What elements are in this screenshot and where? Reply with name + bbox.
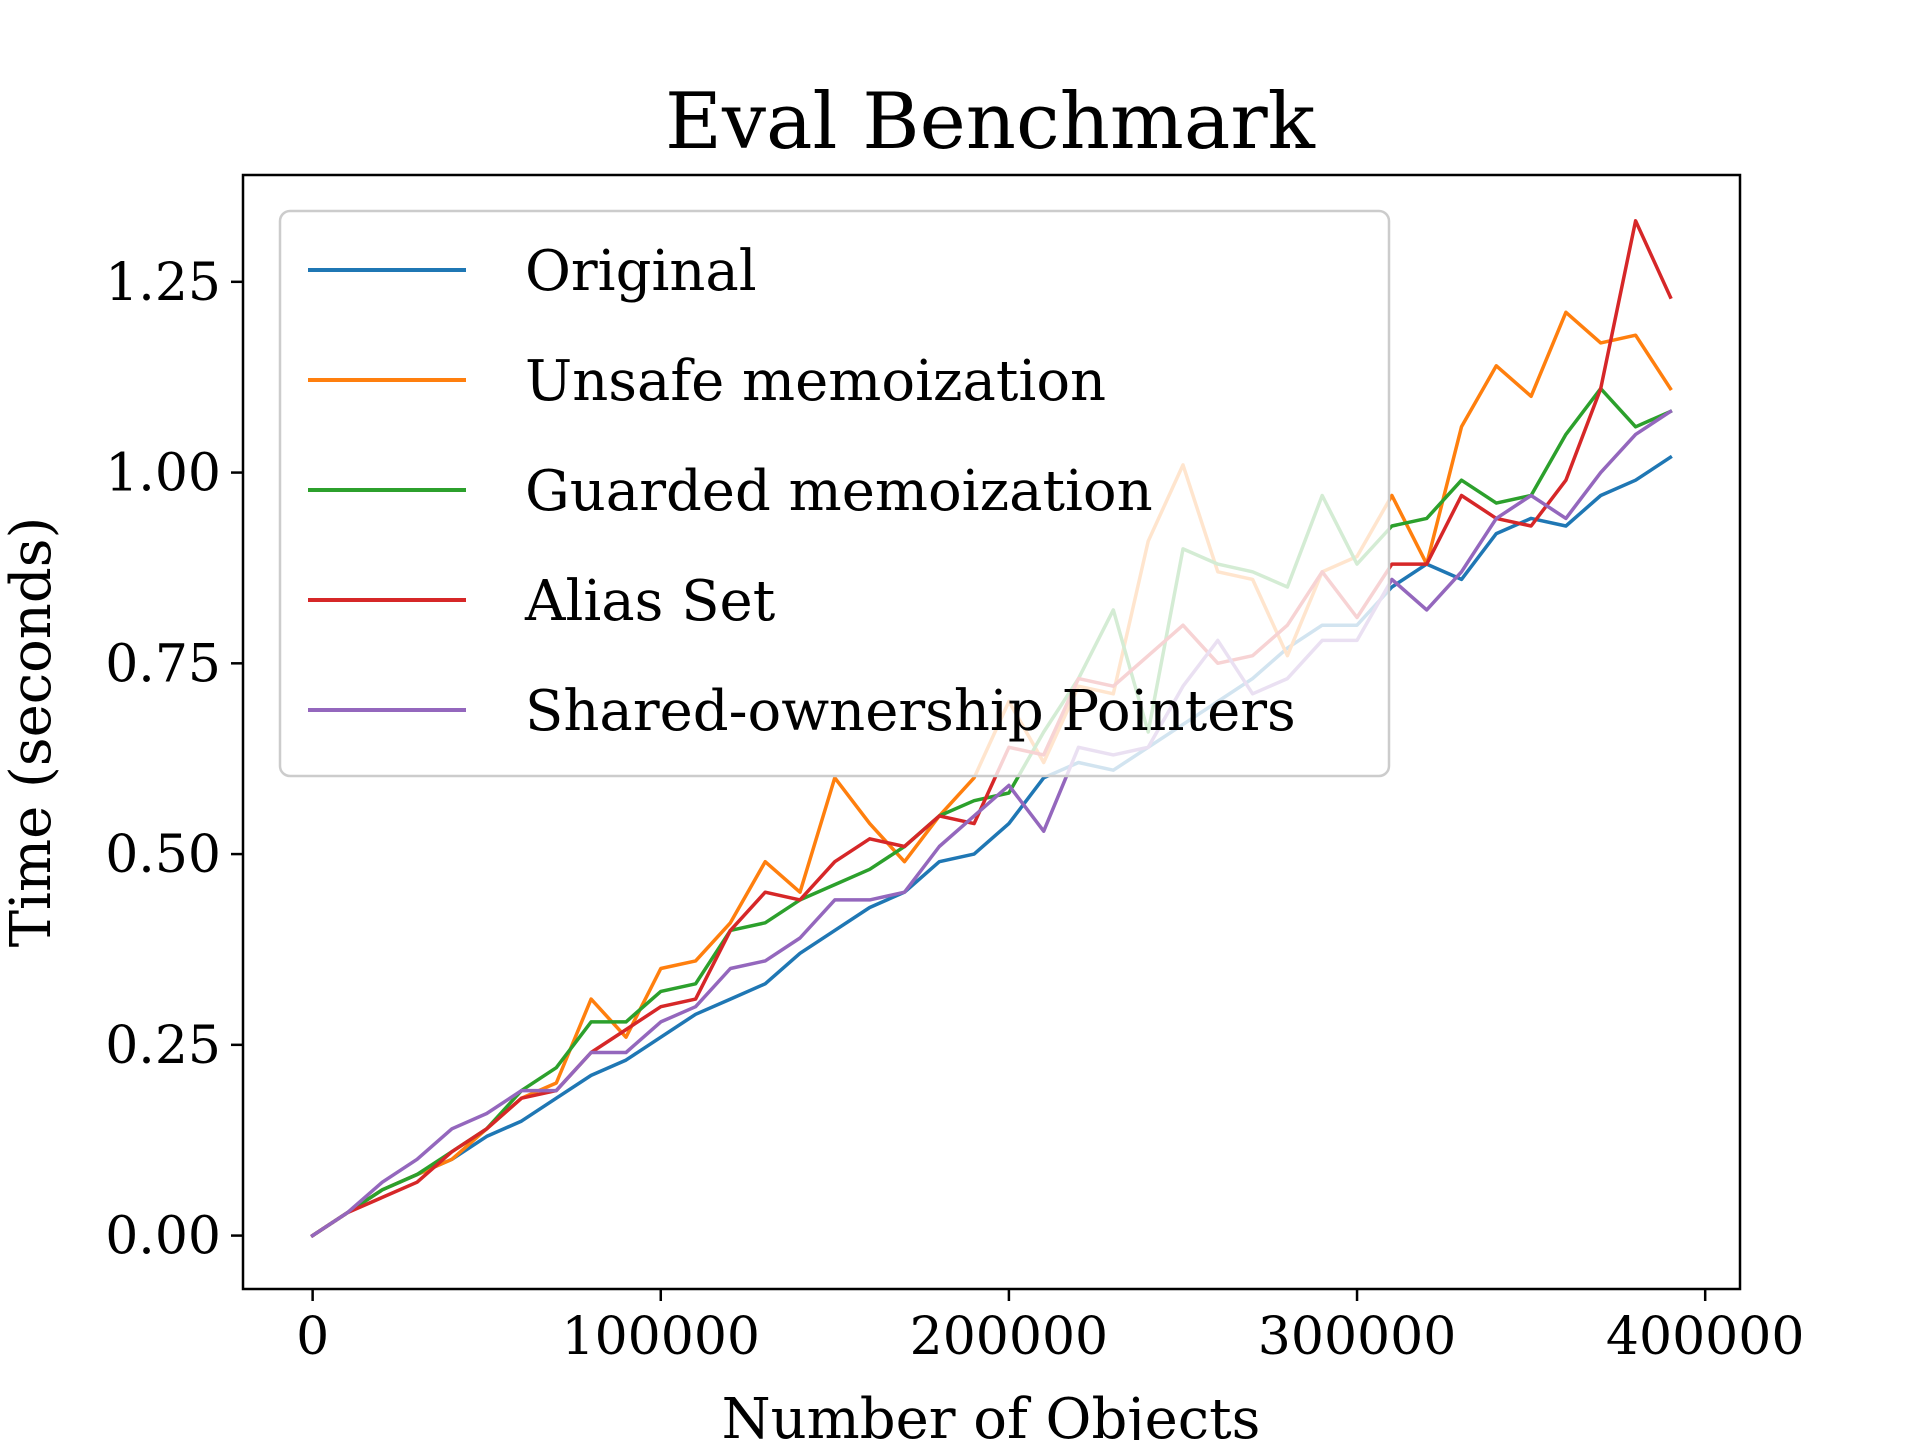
series-line-guarded-memoization (310, 386, 1673, 1239)
legend-label-unsafe-memoization: Unsafe memoization (525, 349, 1106, 414)
y-axis: 0.00 0.25 0.50 0.75 1.00 1.25 (105, 253, 243, 1267)
series-line-alias-set (310, 219, 1673, 1239)
y-tick-label: 0.00 (105, 1207, 221, 1267)
legend-label-alias-set: Alias Set (524, 569, 776, 634)
x-tick-label: 0 (296, 1307, 329, 1367)
series-line-original (310, 454, 1673, 1239)
chart-title: Eval Benchmark (665, 77, 1316, 167)
y-axis-label: Time (seconds) (0, 517, 64, 948)
x-axis-label: Number of Objects (722, 1387, 1261, 1440)
legend-box (278, 209, 1391, 778)
y-tick-label: 0.25 (105, 1016, 221, 1076)
legend-label-guarded-memoization: Guarded memoization (525, 459, 1153, 524)
plot-area (241, 173, 1742, 1291)
legend-label-original: Original (525, 239, 757, 304)
y-tick-label: 1.00 (105, 444, 221, 504)
x-tick-label: 200000 (910, 1307, 1109, 1367)
y-tick-label: 1.25 (105, 253, 221, 313)
y-tick-label: 0.50 (105, 825, 221, 885)
series-line-shared-ownership-pointers (310, 409, 1673, 1239)
legend-label-shared-ownership-pointers: Shared-ownership Pointers (525, 679, 1296, 744)
legend-items: Original Unsafe memoization Guarded memoiz… (308, 239, 1296, 744)
y-tick-label: 0.75 (105, 634, 221, 694)
x-tick-label: 300000 (1258, 1307, 1457, 1367)
x-tick-label: 100000 (562, 1307, 761, 1367)
x-tick-label: 400000 (1606, 1307, 1805, 1367)
legend: Original Unsafe memoization Guarded memoiz… (278, 209, 1391, 778)
series-layer (310, 219, 1673, 1239)
x-axis: 0 100000 200000 300000 400000 (296, 1289, 1804, 1367)
